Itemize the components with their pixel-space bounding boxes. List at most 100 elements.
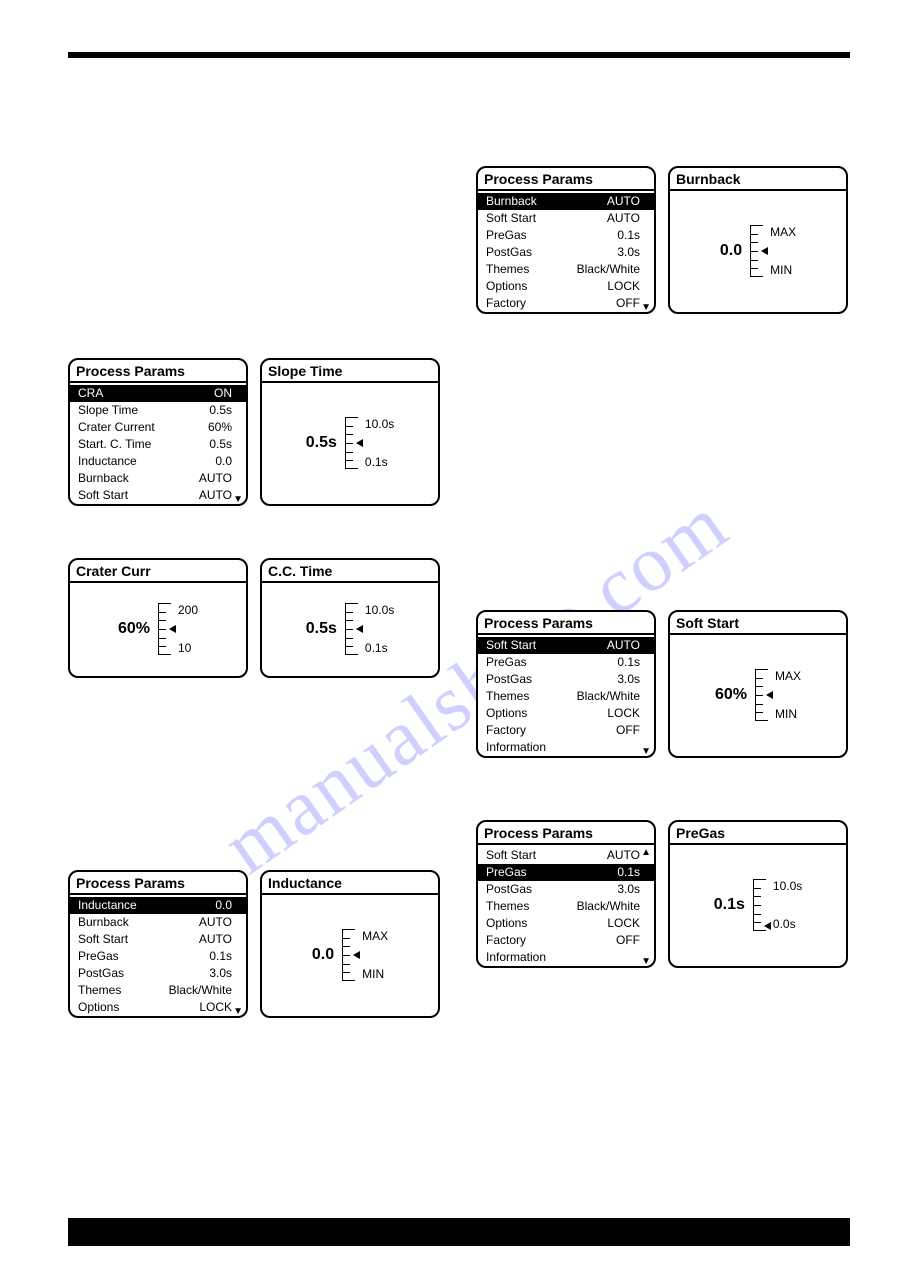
list-item[interactable]: FactoryOFF xyxy=(478,932,654,949)
list-item[interactable]: PreGas0.1s xyxy=(478,227,654,244)
panel-title: Inductance xyxy=(262,872,438,895)
ruler-icon xyxy=(755,669,771,721)
list-item[interactable]: OptionsLOCK xyxy=(478,705,654,722)
list-item[interactable]: BurnbackAUTO xyxy=(70,914,246,931)
panel-title: Process Params xyxy=(478,612,654,635)
scroll-down-icon[interactable]: ▼ xyxy=(641,746,651,757)
list-item-value: OFF xyxy=(616,296,640,311)
list-item[interactable]: OptionsLOCK xyxy=(70,999,246,1016)
list-item[interactable]: Factory OFF xyxy=(478,295,654,312)
panel-title: Process Params xyxy=(478,168,654,191)
scroll-down-icon[interactable]: ▼ xyxy=(641,302,651,313)
list-item[interactable]: ThemesBlack/White xyxy=(478,688,654,705)
list-item-value: AUTO xyxy=(607,194,640,209)
list-item[interactable]: OptionsLOCK xyxy=(478,278,654,295)
list-item[interactable]: PreGas0.1s xyxy=(478,864,654,881)
list-item[interactable]: Soft StartAUTO xyxy=(478,847,654,864)
list-item[interactable]: Soft StartAUTO xyxy=(70,487,246,504)
scroll-up-icon[interactable]: ▲ xyxy=(641,847,651,858)
gauge-value: 0.0 xyxy=(312,946,334,964)
list-body: CRAON Slope Time0.5s Crater Current60% S… xyxy=(70,383,246,507)
list-item[interactable]: Inductance0.0 xyxy=(70,897,246,914)
scroll-down-icon[interactable]: ▼ xyxy=(233,1006,243,1017)
list-item[interactable]: Soft StartAUTO xyxy=(478,637,654,654)
list-item-value: 0.1s xyxy=(617,655,640,670)
panel-title: Process Params xyxy=(478,822,654,845)
ruler-icon xyxy=(753,879,769,931)
list-item[interactable]: OptionsLOCK xyxy=(478,915,654,932)
list-item-label: Themes xyxy=(486,899,529,914)
panel-title: Slope Time xyxy=(262,360,438,383)
gauge-max-label: MAX xyxy=(770,225,796,239)
list-item-label: PostGas xyxy=(486,245,532,260)
scroll-up-icon[interactable]: ▲ xyxy=(233,385,243,396)
list-item-label: Burnback xyxy=(78,915,129,930)
panel-cctime: C.C. Time0.5s10.0s0.1s xyxy=(260,558,440,678)
gauge-value: 60% xyxy=(118,620,150,638)
list-item[interactable]: CRAON xyxy=(70,385,246,402)
list-item-value: 0.1s xyxy=(617,865,640,880)
list-item[interactable]: ThemesBlack/White xyxy=(478,261,654,278)
list-item-label: Information xyxy=(486,740,546,755)
list-item[interactable]: Soft Start AUTO xyxy=(70,931,246,948)
list-item[interactable]: PreGas0.1s xyxy=(478,654,654,671)
list-item[interactable]: BurnbackAUTO xyxy=(70,470,246,487)
list-item-label: Start. C. Time xyxy=(78,437,151,452)
list-item-label: Factory xyxy=(486,296,526,311)
ruler-icon xyxy=(158,603,174,655)
list-item-label: Options xyxy=(486,279,527,294)
list-item[interactable]: Soft StartAUTO xyxy=(478,210,654,227)
list-item-label: PostGas xyxy=(486,672,532,687)
scroll-down-icon[interactable]: ▼ xyxy=(233,494,243,505)
gauge-value: 60% xyxy=(715,686,747,704)
list-item[interactable]: Information xyxy=(478,949,654,966)
list-item-label: Inductance xyxy=(78,454,137,469)
gauge-max-label: 10.0s xyxy=(773,879,802,893)
ruler-icon xyxy=(342,929,358,981)
gauge-labels: 10.0s0.1s xyxy=(365,417,394,469)
gauge-min-label: 0.1s xyxy=(365,641,394,655)
list-item-value: AUTO xyxy=(607,211,640,226)
list-item[interactable]: Information xyxy=(478,739,654,756)
gauge-min-label: 0.0s xyxy=(773,917,802,931)
gauge-labels: 20010 xyxy=(178,603,198,655)
list-item[interactable]: ThemesBlack/White xyxy=(70,982,246,999)
list-item[interactable]: Crater Current60% xyxy=(70,419,246,436)
list-item[interactable]: Start. C. Time0.5s xyxy=(70,436,246,453)
scroll-up-icon[interactable]: ▲ xyxy=(233,897,243,908)
list-item-label: Soft Start xyxy=(78,932,128,947)
scroll-up-icon[interactable]: ▲ xyxy=(641,193,651,204)
gauge-min-label: MIN xyxy=(770,263,796,277)
panel-pregas: PreGas 0.1s 10.0s 0.0s xyxy=(668,820,848,968)
scroll-down-icon[interactable]: ▼ xyxy=(641,956,651,967)
panel-pp4: Process Params Soft StartAUTOPreGas0.1sPo… xyxy=(476,820,656,968)
list-item-label: Options xyxy=(486,706,527,721)
gauge-value: 0.1s xyxy=(714,896,745,914)
panel-title: Process Params xyxy=(70,872,246,895)
list-item[interactable]: PreGas0.1s xyxy=(70,948,246,965)
list-item[interactable]: PostGas3.0s xyxy=(478,244,654,261)
gauge-max-label: 10.0s xyxy=(365,417,394,431)
panel-pp3: Process Params Soft StartAUTOPreGas0.1sPo… xyxy=(476,610,656,758)
list-item[interactable]: FactoryOFF xyxy=(478,722,654,739)
list-item[interactable]: PostGas3.0s xyxy=(478,881,654,898)
list-item-value: AUTO xyxy=(199,932,232,947)
gauge-body: 0.5s10.0s0.1s xyxy=(262,583,438,675)
list-item-label: Burnback xyxy=(78,471,129,486)
list-item-label: Themes xyxy=(486,689,529,704)
panel-title: Burnback xyxy=(670,168,846,191)
scroll-up-icon[interactable]: ▲ xyxy=(641,637,651,648)
list-item[interactable]: BurnbackAUTO xyxy=(478,193,654,210)
gauge-max-label: 10.0s xyxy=(365,603,394,617)
list-item[interactable]: Inductance0.0 xyxy=(70,453,246,470)
list-item[interactable]: PostGas3.0s xyxy=(70,965,246,982)
list-item-value: 0.5s xyxy=(209,403,232,418)
list-item[interactable]: Themes Black/White xyxy=(478,898,654,915)
list-item-label: PostGas xyxy=(78,966,124,981)
list-item-value: Black/White xyxy=(577,899,640,914)
panel-title: PreGas xyxy=(670,822,846,845)
panel-pp5: Process ParamsInductance0.0BurnbackAUTOS… xyxy=(68,870,248,1018)
list-item[interactable]: PostGas3.0s xyxy=(478,671,654,688)
ruler-icon xyxy=(750,225,766,277)
list-item[interactable]: Slope Time0.5s xyxy=(70,402,246,419)
